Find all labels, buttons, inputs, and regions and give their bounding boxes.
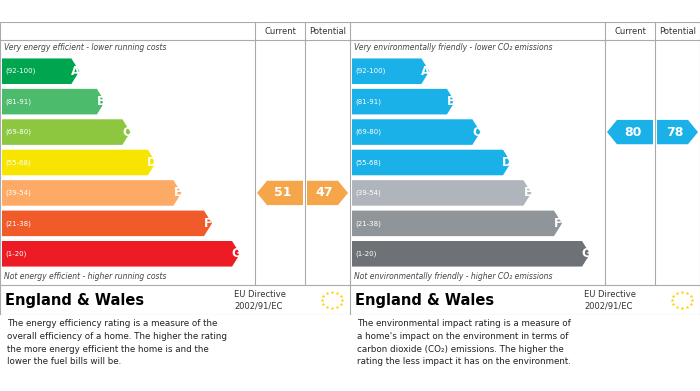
Text: Current: Current	[264, 27, 296, 36]
Text: Potential: Potential	[309, 27, 346, 36]
Text: (55-68): (55-68)	[5, 159, 31, 166]
Polygon shape	[307, 181, 348, 205]
Text: G: G	[231, 247, 241, 260]
Text: England & Wales: England & Wales	[5, 292, 144, 307]
Polygon shape	[2, 241, 240, 267]
Text: A: A	[421, 65, 430, 78]
Text: A: A	[71, 65, 80, 78]
Text: Environmental Impact (CO₂) Rating: Environmental Impact (CO₂) Rating	[357, 5, 589, 18]
Text: 78: 78	[666, 126, 683, 138]
Text: (69-80): (69-80)	[5, 129, 31, 135]
Text: G: G	[581, 247, 591, 260]
Text: Not energy efficient - higher running costs: Not energy efficient - higher running co…	[4, 272, 167, 281]
Text: (92-100): (92-100)	[355, 68, 386, 74]
Text: The environmental impact rating is a measure of
a home's impact on the environme: The environmental impact rating is a mea…	[357, 319, 571, 366]
Polygon shape	[2, 58, 79, 84]
Text: B: B	[447, 95, 456, 108]
Polygon shape	[607, 120, 653, 144]
Polygon shape	[352, 241, 590, 267]
Polygon shape	[2, 211, 212, 236]
Polygon shape	[2, 89, 105, 115]
Text: EU Directive
2002/91/EC: EU Directive 2002/91/EC	[584, 290, 636, 310]
Text: (21-38): (21-38)	[5, 220, 31, 227]
Text: 47: 47	[316, 187, 333, 199]
Text: England & Wales: England & Wales	[355, 292, 494, 307]
Text: (69-80): (69-80)	[355, 129, 381, 135]
Text: F: F	[554, 217, 562, 230]
Text: Potential: Potential	[659, 27, 696, 36]
Polygon shape	[2, 119, 130, 145]
Text: (81-91): (81-91)	[5, 99, 31, 105]
Text: C: C	[472, 126, 481, 138]
Polygon shape	[2, 180, 181, 206]
Text: (1-20): (1-20)	[5, 251, 27, 257]
Text: D: D	[502, 156, 512, 169]
Polygon shape	[352, 150, 511, 175]
Text: E: E	[174, 187, 181, 199]
Text: F: F	[204, 217, 212, 230]
Text: (21-38): (21-38)	[355, 220, 381, 227]
Text: (81-91): (81-91)	[355, 99, 381, 105]
Polygon shape	[352, 180, 531, 206]
Polygon shape	[352, 58, 429, 84]
Text: Not environmentally friendly - higher CO₂ emissions: Not environmentally friendly - higher CO…	[354, 272, 552, 281]
Text: B: B	[97, 95, 106, 108]
Text: (39-54): (39-54)	[5, 190, 31, 196]
Text: (39-54): (39-54)	[355, 190, 381, 196]
Text: 51: 51	[274, 187, 292, 199]
Text: EU Directive
2002/91/EC: EU Directive 2002/91/EC	[234, 290, 286, 310]
Text: E: E	[524, 187, 531, 199]
Text: (92-100): (92-100)	[5, 68, 36, 74]
Text: 80: 80	[624, 126, 642, 138]
Text: (1-20): (1-20)	[355, 251, 377, 257]
Text: The energy efficiency rating is a measure of the
overall efficiency of a home. T: The energy efficiency rating is a measur…	[7, 319, 227, 366]
Polygon shape	[352, 89, 455, 115]
Text: D: D	[147, 156, 157, 169]
Polygon shape	[257, 181, 303, 205]
Text: Very energy efficient - lower running costs: Very energy efficient - lower running co…	[4, 43, 167, 52]
Text: C: C	[122, 126, 131, 138]
Polygon shape	[352, 211, 562, 236]
Text: (55-68): (55-68)	[355, 159, 381, 166]
Polygon shape	[352, 119, 480, 145]
Polygon shape	[657, 120, 698, 144]
Polygon shape	[2, 150, 156, 175]
Text: Very environmentally friendly - lower CO₂ emissions: Very environmentally friendly - lower CO…	[354, 43, 552, 52]
Text: Energy Efficiency Rating: Energy Efficiency Rating	[7, 5, 169, 18]
Text: Current: Current	[614, 27, 646, 36]
